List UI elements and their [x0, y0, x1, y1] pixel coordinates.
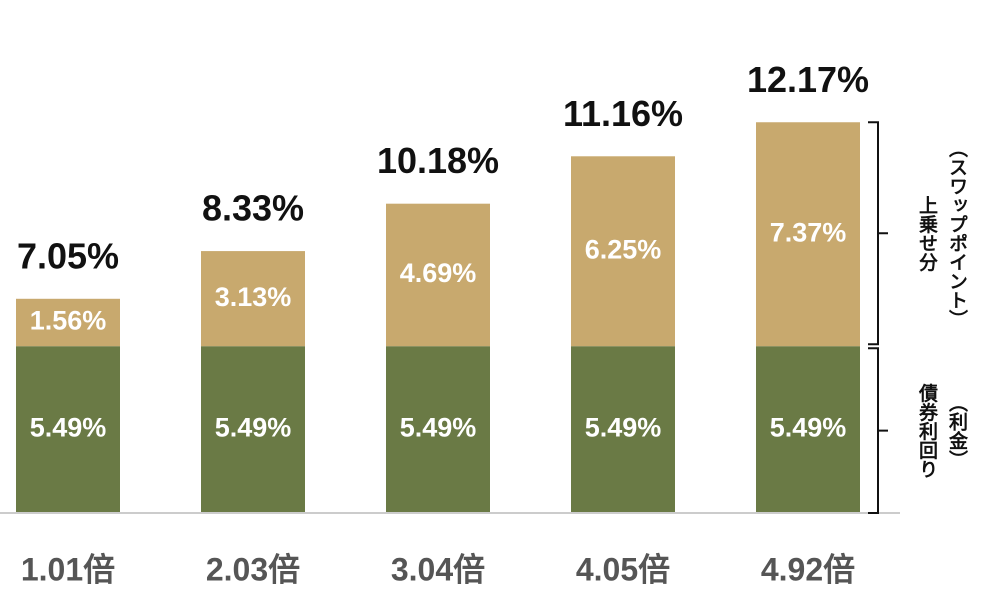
bracket-subname: （スワップポイント） [946, 138, 968, 328]
segment-label: 5.49% [30, 413, 107, 443]
segment-label: 5.49% [400, 413, 477, 443]
bracket-name: 上乗せ分 [916, 195, 938, 272]
segment-label: 4.69% [400, 258, 477, 288]
bar-segment [756, 122, 860, 347]
bracket-subname: （利金） [946, 393, 969, 469]
total-label: 10.18% [377, 140, 499, 181]
bar-segment [386, 203, 490, 347]
bar-segment [201, 346, 305, 513]
bar-segment [16, 346, 120, 513]
segment-label: 6.25% [585, 234, 662, 264]
x-tick-label: 1.01倍 [21, 551, 115, 587]
total-label: 12.17% [747, 59, 869, 100]
segment-label: 5.49% [215, 413, 292, 443]
bar-segment [386, 346, 490, 513]
bracket [868, 121, 888, 346]
segment-label: 7.37% [770, 217, 847, 247]
bracket-name: 債券利回り [916, 382, 939, 478]
segment-label: 1.56% [30, 306, 107, 336]
segment-label: 3.13% [215, 282, 292, 312]
bar-segment [571, 156, 675, 347]
x-tick-label: 4.92倍 [761, 551, 855, 587]
segment-label: 5.49% [585, 413, 662, 443]
x-tick-label: 2.03倍 [206, 551, 300, 587]
bar-segment [756, 346, 860, 513]
bracket [868, 347, 888, 514]
total-label: 11.16% [563, 93, 683, 134]
total-label: 7.05% [17, 235, 119, 276]
x-tick-label: 4.05倍 [576, 551, 670, 587]
x-tick-label: 3.04倍 [391, 551, 485, 587]
bar-segment [16, 298, 120, 347]
segment-label: 5.49% [770, 413, 847, 443]
bar-segment [571, 346, 675, 513]
bar-segment [201, 251, 305, 347]
total-label: 8.33% [202, 188, 304, 229]
